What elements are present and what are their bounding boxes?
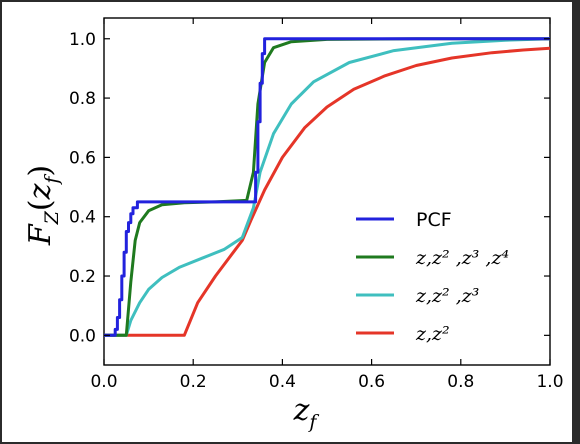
x-tick-label: 1.0: [536, 372, 563, 392]
x-axis-title: zf: [293, 393, 320, 433]
y-tick-label: 1.0: [69, 30, 96, 50]
y-tick-label: 0.6: [69, 148, 96, 168]
svg-text:zf: zf: [293, 393, 320, 433]
x-tick-label: 0.0: [90, 372, 117, 392]
axes-layer: [103, 17, 551, 366]
y-tick-label: 0.2: [69, 267, 96, 287]
series-line-pcf: [104, 37, 550, 337]
legend-label: PCF: [416, 209, 452, 231]
x-tick-label: 0.4: [269, 372, 296, 392]
legend-label: z,z²: [415, 323, 450, 345]
series-layer: [104, 37, 551, 337]
ticks-layer: 0.0 0.2 0.4 0.6 0.8 1.0 0.0 0.2 0.4 0.6 0.8 1.0: [69, 18, 564, 392]
x-tick-label: 0.8: [447, 372, 474, 392]
y-tick-label: 0.4: [69, 208, 96, 228]
x-tick-label: 0.6: [358, 372, 385, 392]
legend: PCF z,z² ,z³ ,z⁴ z,z² ,z³ z,z²: [356, 209, 509, 345]
y-axis-title: FZ(zf): [23, 165, 63, 246]
y-tick-label: 0.8: [69, 89, 96, 109]
svg-text:FZ(zf): FZ(zf): [23, 165, 63, 246]
legend-label: z,z² ,z³: [415, 285, 479, 307]
series-line-z-z-2: [104, 46, 551, 337]
x-tick-label: 0.2: [180, 372, 207, 392]
series-line-z-z-2-z-3: [104, 37, 551, 337]
series-line-z-z-2-z-3-z-4: [104, 37, 550, 337]
y-tick-label: 0.0: [69, 326, 96, 346]
legend-label: z,z² ,z³ ,z⁴: [415, 247, 509, 269]
plot-frame: [103, 17, 551, 366]
